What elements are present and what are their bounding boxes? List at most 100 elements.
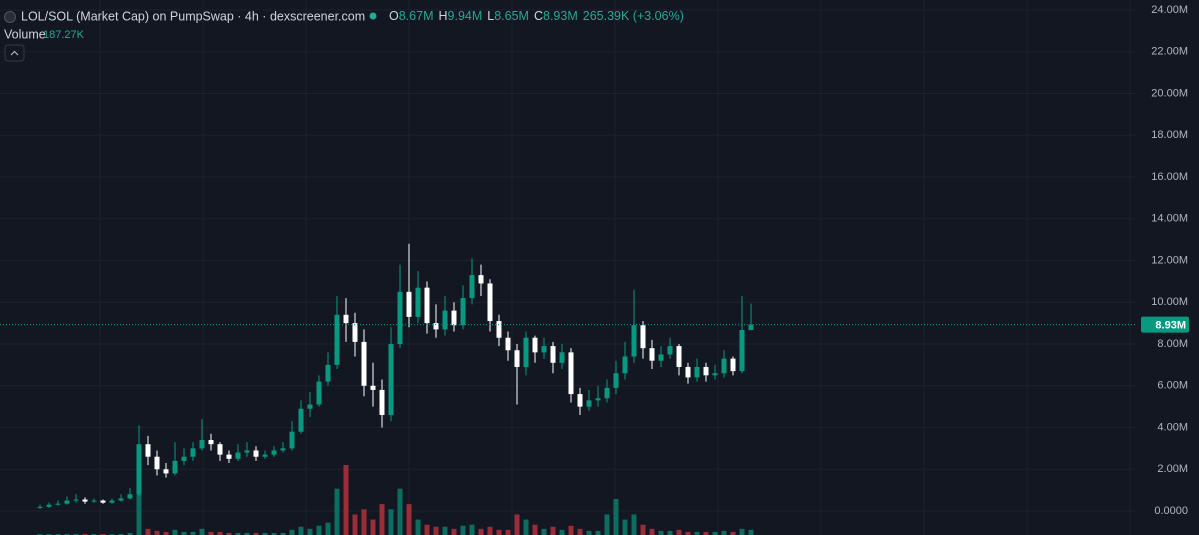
candle-body xyxy=(100,500,106,503)
y-axis: 0.0000 2.00M 4.00M 6.00M 8.00M 10.00M 12.00M 14… xyxy=(0,4,1189,517)
ohlc-key: C xyxy=(534,9,543,23)
volume-bar xyxy=(388,509,394,535)
y-tick-label: 6.00M xyxy=(1157,380,1188,392)
volume-bar xyxy=(46,533,52,535)
volume-bar xyxy=(451,528,457,535)
volume-bar xyxy=(649,528,655,535)
last-price-box xyxy=(1141,316,1189,333)
candle-body xyxy=(136,444,142,495)
volume-bar xyxy=(226,532,232,535)
candle-body xyxy=(595,398,601,401)
ohlc-value: 8.67M xyxy=(399,9,434,23)
candle-body xyxy=(631,325,637,357)
volume-bar xyxy=(739,528,745,535)
candle-body xyxy=(127,494,133,499)
volume-bar xyxy=(577,528,583,535)
y-tick-label: 16.00M xyxy=(1151,171,1188,183)
candle-body xyxy=(622,356,628,374)
volume-bar xyxy=(442,526,448,535)
candle-body xyxy=(748,324,754,331)
ohlc-key: H xyxy=(438,9,447,23)
volume-bar xyxy=(325,522,331,535)
volume-bar xyxy=(469,524,475,535)
volume-bar xyxy=(100,533,106,535)
volume-bar xyxy=(64,533,70,535)
volume-bar xyxy=(568,525,574,535)
candle-body xyxy=(298,408,304,432)
candle-body xyxy=(406,291,412,317)
volume-bar xyxy=(118,533,124,535)
y-tick-label: 4.00M xyxy=(1157,421,1188,433)
token-icon xyxy=(4,11,16,23)
candle-body xyxy=(190,448,196,457)
volume-bar xyxy=(415,519,421,535)
candle-body xyxy=(433,323,439,330)
volume-value: 187.27K xyxy=(43,29,85,41)
candle-body xyxy=(586,400,592,407)
volume-bar xyxy=(676,529,682,535)
volume-bar xyxy=(343,465,349,535)
volume-bar xyxy=(253,532,259,535)
candle-body xyxy=(343,314,349,324)
volume-bar xyxy=(199,528,205,535)
candle-body xyxy=(523,337,529,367)
volume-bar xyxy=(487,526,493,535)
collapse-button-box[interactable] xyxy=(4,44,25,62)
collapse-icon[interactable] xyxy=(10,50,19,56)
candle-body xyxy=(208,440,214,445)
volume-bar xyxy=(379,504,385,535)
candle-body xyxy=(154,456,160,470)
candle-body xyxy=(307,404,313,409)
candle-body xyxy=(505,337,511,351)
volume-bar xyxy=(217,531,223,535)
candle-body xyxy=(487,283,493,322)
volume-bar xyxy=(541,528,547,535)
volume-bars xyxy=(37,465,754,535)
volume-bar xyxy=(631,514,637,535)
volume-bar xyxy=(370,519,376,535)
volume-bar xyxy=(280,532,286,535)
candle-body xyxy=(352,323,358,342)
candle-body xyxy=(172,460,178,474)
volume-bar xyxy=(154,530,160,535)
ohlc-value: 8.65M xyxy=(494,9,529,23)
candle-body xyxy=(271,450,277,455)
volume-bar xyxy=(361,509,367,535)
volume-bar xyxy=(190,531,196,535)
volume-bar xyxy=(694,531,700,535)
volume-bar xyxy=(712,531,718,535)
volume-bar xyxy=(208,531,214,535)
candle-body xyxy=(613,373,619,388)
y-tick-label: 14.00M xyxy=(1151,213,1188,225)
candle-body xyxy=(226,454,232,459)
candle-body xyxy=(244,450,250,453)
candle-body xyxy=(217,444,223,455)
y-tick-label: 8.00M xyxy=(1157,338,1188,350)
candle-body xyxy=(451,310,457,326)
candle-body xyxy=(235,452,241,459)
candle-body xyxy=(739,330,745,372)
candle-body xyxy=(145,444,151,457)
candle-body xyxy=(532,337,538,353)
candle-body xyxy=(694,366,700,378)
candle-body xyxy=(199,440,205,449)
chart-title: LOL/SOL (Market Cap) on PumpSwap · 4h · … xyxy=(21,9,365,23)
volume-bar xyxy=(181,531,187,535)
volume-bar xyxy=(622,519,628,535)
candles xyxy=(37,243,754,509)
y-tick-label: 20.00M xyxy=(1151,87,1188,99)
candle-body xyxy=(289,431,295,449)
candle-body xyxy=(577,394,583,407)
candle-body xyxy=(109,500,115,503)
candle-body xyxy=(478,275,484,284)
candle-body xyxy=(676,346,682,367)
ohlc-key: O xyxy=(389,9,399,23)
candle-body xyxy=(415,287,421,317)
candle-body xyxy=(262,454,268,457)
collapse-button[interactable] xyxy=(4,44,25,62)
last-price-label: 8.93M xyxy=(1155,319,1186,331)
candle-body xyxy=(370,385,376,390)
volume-bar xyxy=(703,531,709,535)
candle-body xyxy=(667,346,673,355)
